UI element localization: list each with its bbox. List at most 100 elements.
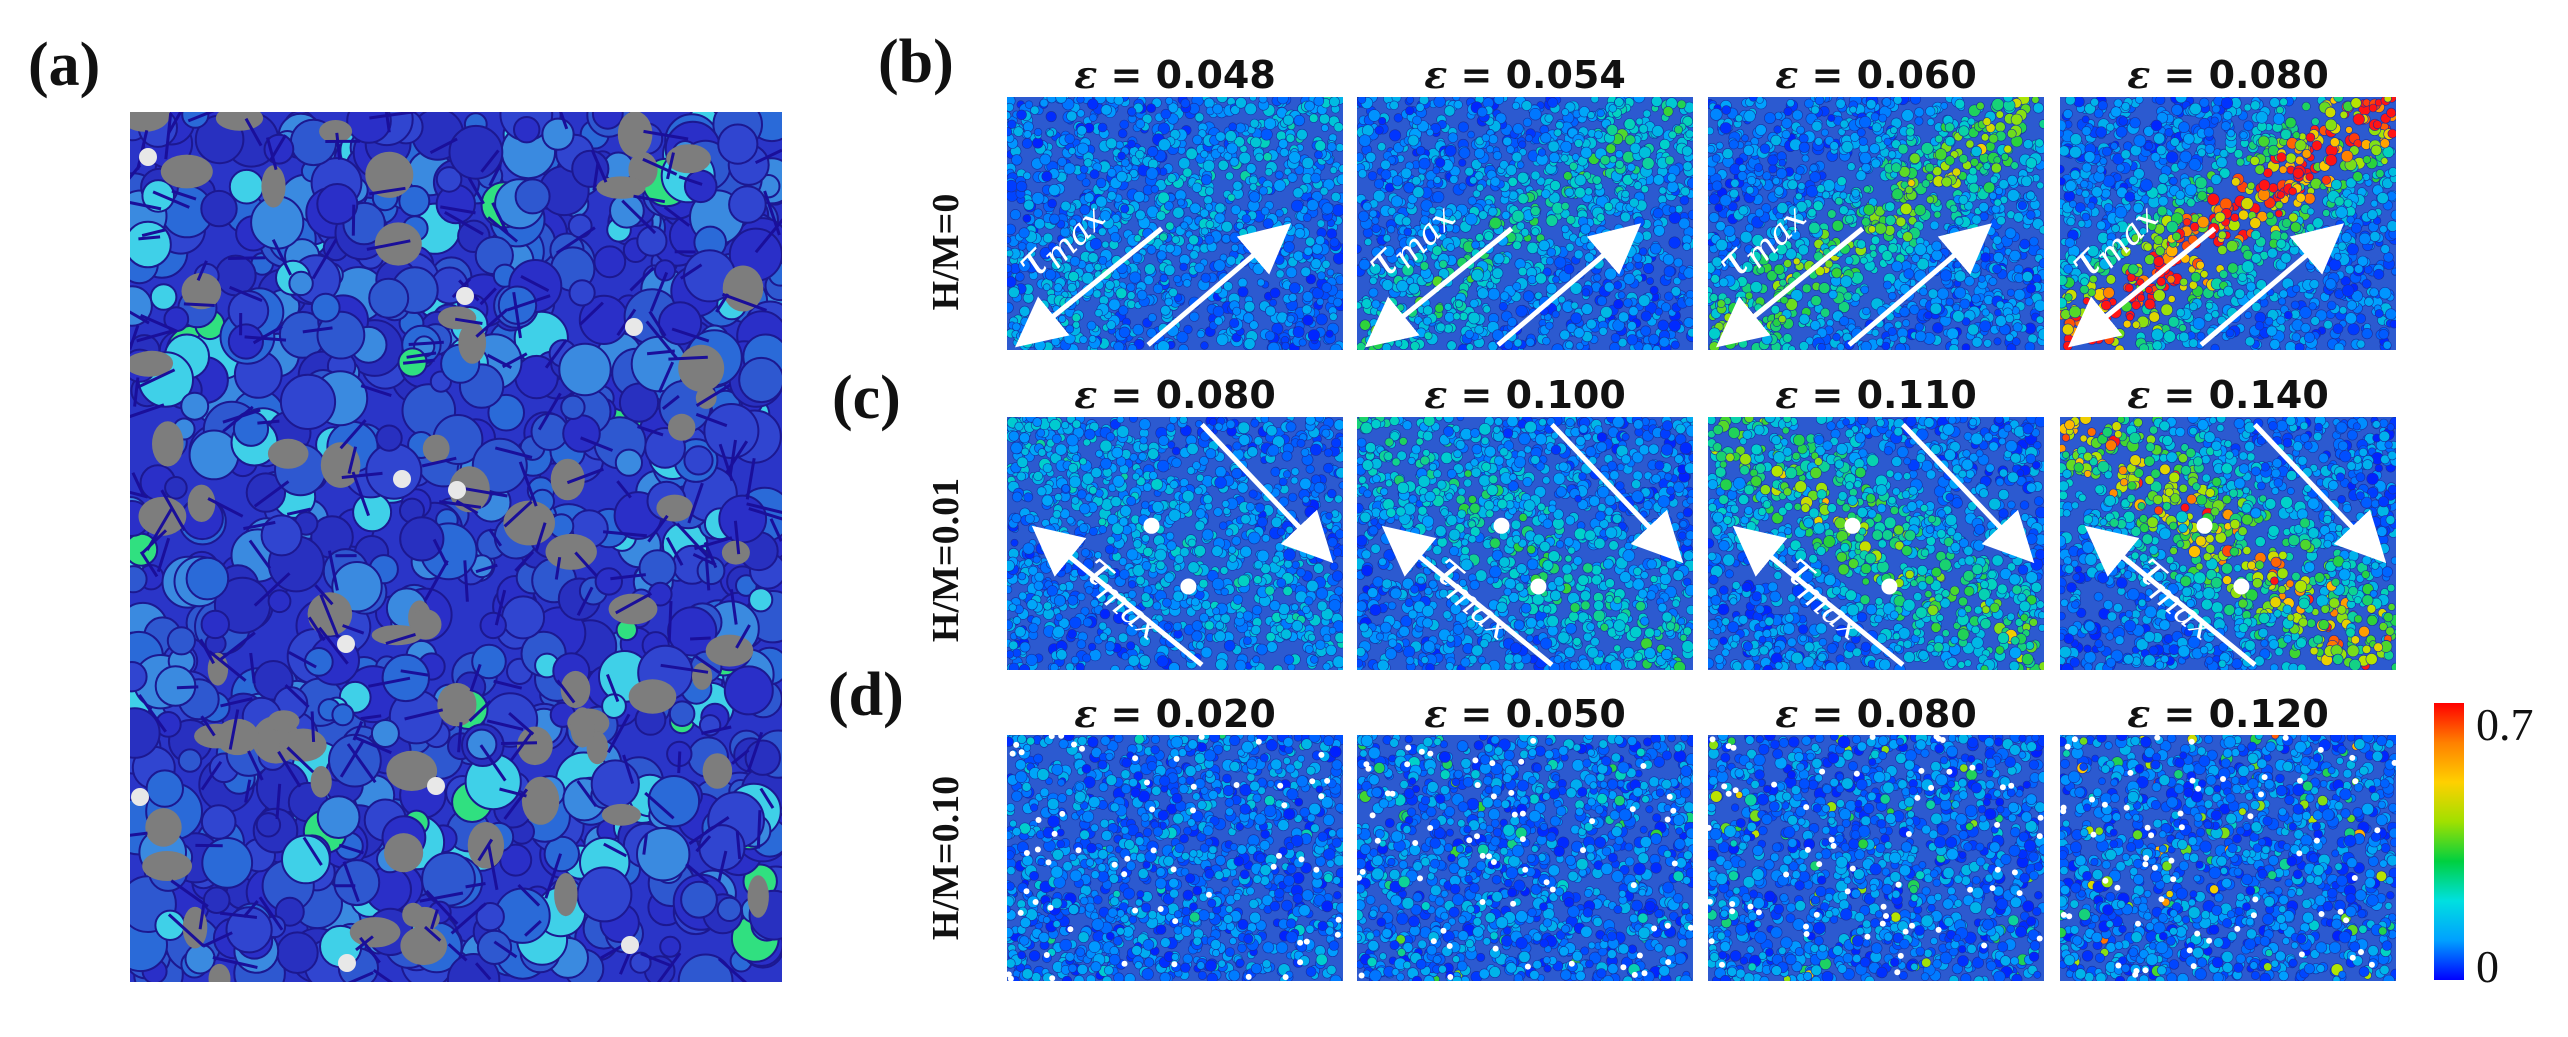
panel-a-cell: [164, 476, 188, 500]
panel-a-contact-line: [469, 663, 482, 692]
panel-a-cell: [636, 225, 668, 257]
strain-map-particle: [1574, 138, 1583, 148]
panel-a-contact-line: [503, 500, 533, 528]
panel-a-contact-line: [661, 394, 680, 410]
strain-map-particle: [1834, 197, 1844, 206]
strain-map-particle: [1560, 140, 1573, 153]
strain-map-particle: [2013, 212, 2024, 223]
strain-map-particle: [1983, 181, 1996, 194]
strain-map-particle: [1395, 247, 1406, 258]
panel-a-contact-line: [694, 536, 733, 551]
panel-a-contact-line: [265, 137, 278, 171]
strain-map-particle: [1144, 263, 1156, 275]
panel-a-contact-line: [257, 419, 280, 425]
panel-a-contact-line: [512, 291, 522, 339]
panel-a-gray-grain: [437, 306, 477, 330]
strain-map-particle: [1249, 97, 1257, 102]
strain-map-particle: [1493, 253, 1505, 265]
strain-map-particle: [1433, 97, 1446, 108]
panel-a-contact-line: [286, 746, 315, 774]
panel-a-cell: [316, 310, 366, 360]
strain-map-particle: [1371, 223, 1381, 233]
panel-a-contact-line: [580, 436, 614, 452]
strain-map-particle: [1768, 164, 1778, 174]
strain-map-particle: [1781, 117, 1793, 129]
strain-map-particle: [1444, 302, 1453, 311]
panel-a-gray-grain: [570, 707, 595, 748]
strain-map-particle: [1901, 109, 1914, 122]
strain-map-particle: [1659, 138, 1671, 150]
panel-a-contact-line: [705, 560, 711, 591]
strain-map-particle: [1182, 279, 1192, 288]
strain-map-particle: [1269, 287, 1281, 299]
strain-map-particle: [1262, 218, 1274, 229]
strain-map-particle: [2038, 119, 2044, 129]
strain-map-particle: [1612, 319, 1625, 332]
panel-a-cell: [255, 812, 282, 838]
strain-map-particle: [1357, 152, 1365, 162]
strain-map-particle: [1436, 322, 1446, 332]
strain-map-particle: [1596, 213, 1606, 222]
panel-a-contact-line: [360, 384, 392, 398]
panel-a-hydrogen-dot: [456, 287, 474, 305]
strain-map-particle: [1146, 327, 1157, 339]
strain-map-particle: [1561, 202, 1570, 211]
strain-map-particle: [1545, 257, 1555, 266]
strain-map-particle: [1449, 175, 1459, 185]
strain-map-particle: [1863, 185, 1871, 194]
strain-map-particle: [1668, 319, 1681, 332]
panel-a-cell: [333, 859, 381, 907]
panel-a-gray-grain: [400, 926, 448, 966]
strain-map-particle: [1881, 97, 1892, 107]
panel-a-cell: [476, 929, 513, 966]
panel-a-cell: [636, 827, 691, 882]
strain-map-particle: [1606, 124, 1619, 136]
panel-a-contact-line: [610, 573, 646, 581]
strain-map-particle: [1605, 143, 1617, 154]
strain-map-particle: [1586, 318, 1597, 330]
strain-map-particle: [1546, 247, 1556, 257]
strain-map-particle: [1316, 297, 1325, 306]
strain-map-particle: [1632, 253, 1643, 263]
strain-map-particle: [1009, 209, 1021, 221]
strain-map-particle: [1512, 240, 1522, 250]
strain-map-particle: [1471, 268, 1484, 282]
strain-map-particle: [1548, 152, 1560, 164]
strain-map-particle: [1422, 305, 1433, 316]
strain-map-particle: [1674, 204, 1684, 214]
strain-map-particle: [1762, 171, 1772, 181]
strain-map-particle: [1405, 106, 1415, 116]
strain-map-particle: [1319, 186, 1329, 196]
strain-map-particle: [1229, 157, 1240, 167]
strain-map-particle: [1329, 312, 1338, 321]
strain-map-particle: [1265, 305, 1276, 317]
strain-map-particle: [1089, 237, 1102, 250]
panel-a-contact-line: [544, 339, 568, 369]
panel-a-contact-line: [474, 962, 492, 981]
strain-map-particle: [1216, 333, 1229, 346]
strain-map-particle: [1977, 274, 1986, 283]
panel-a-contact-line: [253, 480, 290, 508]
strain-map-particle: [1065, 324, 1075, 334]
panel-a-gray-grain: [467, 822, 505, 869]
strain-map-particle: [1244, 102, 1257, 116]
strain-map-particle: [1396, 280, 1409, 293]
strain-map-particle: [1039, 153, 1052, 166]
strain-map-particle: [1221, 220, 1233, 233]
panel-a-contact-line: [130, 164, 142, 180]
strain-map-particle: [1389, 100, 1399, 111]
strain-map-particle: [1274, 170, 1284, 180]
strain-map-particle: [1513, 338, 1523, 348]
strain-map-particle: [1191, 182, 1203, 193]
panel-a-contact-line: [135, 368, 176, 390]
strain-map-particle: [1663, 265, 1676, 278]
strain-map-particle: [1970, 262, 1981, 274]
strain-map-particle: [2007, 128, 2017, 139]
panel-a-contact-line: [746, 502, 782, 514]
panel-a-contact-line: [455, 499, 479, 515]
strain-map-particle: [1254, 152, 1264, 162]
strain-map-particle: [1887, 326, 1897, 336]
strain-map-particle: [1869, 143, 1880, 155]
strain-map-particle: [1196, 329, 1206, 339]
